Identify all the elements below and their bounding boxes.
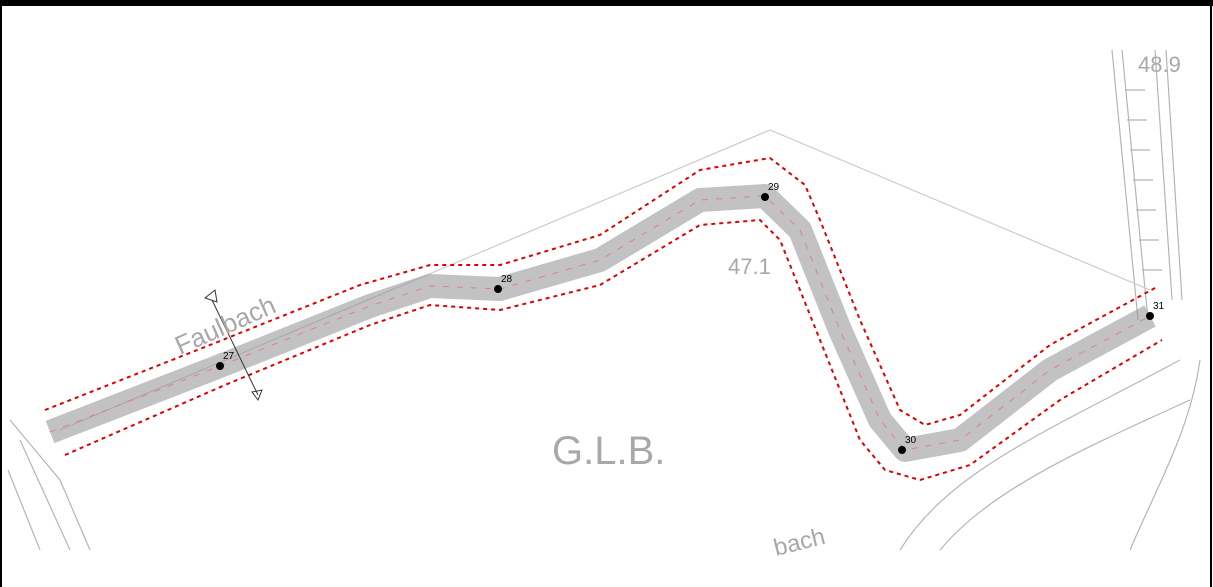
stations: 27 28 29 30 31 [216, 182, 1165, 454]
station-point [216, 362, 224, 370]
section-markers [203, 289, 263, 402]
boundary-lower [64, 218, 1163, 482]
corner-lines [7, 419, 91, 551]
spot-height: 48.9 [1138, 52, 1181, 77]
top-frame [0, 0, 1213, 6]
boundary-upper [44, 156, 1156, 427]
station-point [1146, 312, 1154, 320]
station-point [761, 193, 769, 201]
stream-axis [49, 195, 1151, 451]
spot-height: 47.1 [728, 254, 771, 279]
section-line [211, 299, 259, 396]
area-label: G.L.B. [552, 429, 665, 473]
station-label: 28 [501, 274, 513, 285]
station-label: 31 [1153, 301, 1165, 312]
road-ticks [1125, 89, 1162, 271]
station-point [494, 285, 502, 293]
station-label: 29 [768, 182, 780, 193]
station-label: 30 [905, 435, 917, 446]
station-label: 27 [223, 351, 235, 362]
road [1111, 49, 1183, 321]
station-point [898, 446, 906, 454]
lower-right-lines [899, 359, 1201, 551]
